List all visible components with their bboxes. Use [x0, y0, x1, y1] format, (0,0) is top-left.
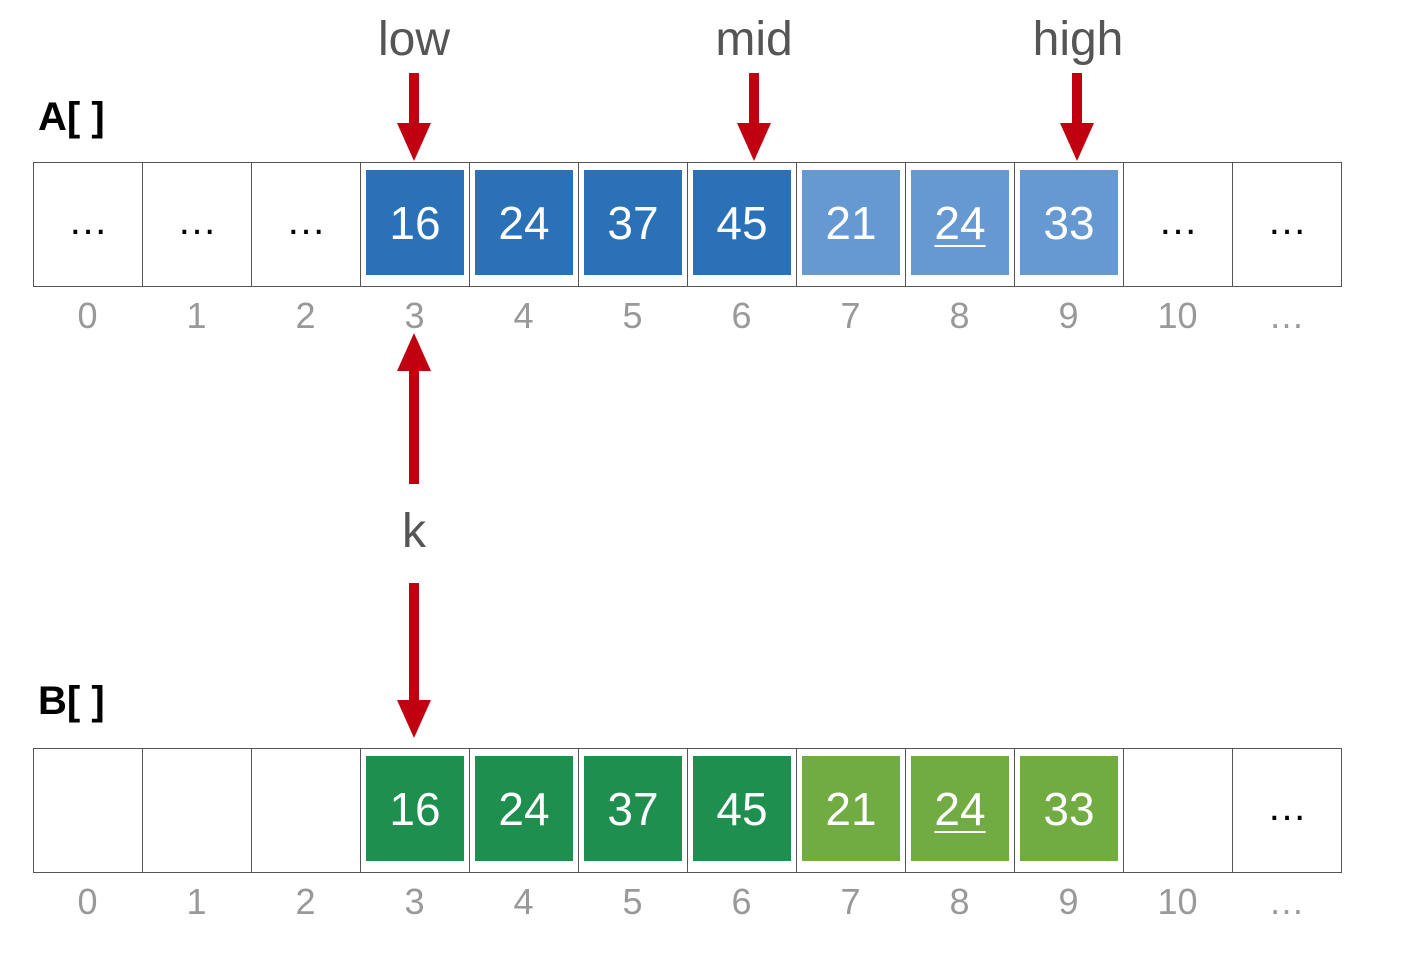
array-b-cell-value: 16	[389, 782, 441, 835]
array-a-index-label: 4	[513, 295, 534, 336]
array-a-cell-fill: 45	[693, 170, 791, 275]
array-a-cell-value: 16	[389, 196, 441, 249]
array-a-cell: 21	[797, 163, 906, 286]
array-a-index-label: 0	[77, 295, 98, 336]
k-up-arrow-icon	[397, 333, 431, 484]
array-a-cell: 16	[361, 163, 470, 286]
array-a-cell: 37	[579, 163, 688, 286]
array-b-cell: 21	[797, 749, 906, 872]
array-b-index-label: 7	[840, 881, 861, 922]
array-b-cell	[34, 749, 143, 872]
array-a-cell: 45	[688, 163, 797, 286]
array-a-cell: …	[143, 163, 252, 286]
array-a-cell-value: 33	[1043, 196, 1095, 249]
array-a-cell-value: 21	[825, 196, 877, 249]
array-a-cell-fill: 24	[911, 170, 1009, 275]
array-b-cell: 45	[688, 749, 797, 872]
array-b-cell-value: 21	[825, 782, 877, 835]
array-a-cell-value: 24	[934, 196, 986, 249]
array-b-indices: 0 1 2 3 4 5 6 7 8 9 10 …	[33, 884, 1341, 920]
array-a-cell-value: …	[177, 199, 217, 243]
array-b-index-label: 10	[1157, 881, 1198, 922]
array-b-cell: 16	[361, 749, 470, 872]
array-b-cell-value: 24	[934, 782, 986, 835]
array-a-index-label: 10	[1157, 295, 1198, 336]
array-b-cell-fill: 33	[1020, 756, 1118, 861]
array-b-cell-fill: 24	[475, 756, 573, 861]
k-pointer-label: k	[402, 505, 426, 558]
array-a-cell-value: 24	[498, 196, 550, 249]
k-down-arrow-icon	[397, 583, 431, 738]
array-a-cell-value: …	[286, 199, 326, 243]
array-a-cell-fill: 21	[802, 170, 900, 275]
array-a-cell-fill: 37	[584, 170, 682, 275]
array-a-index-label: 6	[731, 295, 752, 336]
array-a-cell: …	[34, 163, 143, 286]
array-a-cell-value: …	[1158, 199, 1198, 243]
array-a-index-label: 5	[622, 295, 643, 336]
array-b-index-label: 9	[1058, 881, 1079, 922]
array-a-index-label: 9	[1058, 295, 1079, 336]
array-b-cell: 33	[1015, 749, 1124, 872]
mid-pointer-label: mid	[715, 13, 793, 66]
array-a-cell-value: …	[68, 199, 108, 243]
array-a-cell: 33	[1015, 163, 1124, 286]
array-a-row: … … … 16 24 37 45 21 24 33 … …	[33, 162, 1342, 287]
array-b-cell: 24	[906, 749, 1015, 872]
array-b-cell-fill: 21	[802, 756, 900, 861]
array-b-cell-value: 33	[1043, 782, 1095, 835]
array-a-cell: …	[252, 163, 361, 286]
array-a-cell: …	[1233, 163, 1342, 286]
array-b-index-label: 4	[513, 881, 534, 922]
array-b-index-label: 1	[186, 881, 207, 922]
array-b-cell-value: 24	[498, 782, 550, 835]
array-b-row: 16 24 37 45 21 24 33 …	[33, 748, 1342, 873]
array-b-cell-fill: 16	[366, 756, 464, 861]
array-b-cell: 24	[470, 749, 579, 872]
high-arrow-icon	[1060, 73, 1094, 161]
array-a-cell: …	[1124, 163, 1233, 286]
array-a-index-label: 1	[186, 295, 207, 336]
array-b-cell-fill: 24	[911, 756, 1009, 861]
array-b-index-label: 8	[949, 881, 970, 922]
array-a-index-label: 3	[404, 295, 425, 336]
array-b-cell-fill: 45	[693, 756, 791, 861]
array-b-index-label: 6	[731, 881, 752, 922]
array-a-index-label: 2	[295, 295, 316, 336]
array-b-cell-value: …	[1267, 785, 1307, 829]
array-a-label: A[ ]	[38, 95, 105, 139]
array-b-cell	[143, 749, 252, 872]
array-a-cell-fill: 24	[475, 170, 573, 275]
array-a-cell-value: 37	[607, 196, 659, 249]
array-a-indices: 0 1 2 3 4 5 6 7 8 9 10 …	[33, 298, 1341, 334]
array-b-index-label: 3	[404, 881, 425, 922]
array-b-cell: …	[1233, 749, 1342, 872]
low-arrow-icon	[397, 73, 431, 161]
array-a-index-label: 7	[840, 295, 861, 336]
array-a-index-label: …	[1268, 295, 1305, 336]
mid-arrow-icon	[737, 73, 771, 161]
array-b-index-label: …	[1268, 881, 1305, 922]
array-a-cell-value: 45	[716, 196, 768, 249]
array-b-cell-value: 37	[607, 782, 659, 835]
array-b-index-label: 0	[77, 881, 98, 922]
array-a-cell: 24	[906, 163, 1015, 286]
array-b-cell	[252, 749, 361, 872]
high-pointer-label: high	[1032, 13, 1124, 66]
array-b-index-label: 5	[622, 881, 643, 922]
array-b-index-label: 2	[295, 881, 316, 922]
array-b-cell	[1124, 749, 1233, 872]
array-a-cell-fill: 33	[1020, 170, 1118, 275]
array-a-index-label: 8	[949, 295, 970, 336]
array-b-cell-fill: 37	[584, 756, 682, 861]
array-a-cell: 24	[470, 163, 579, 286]
array-a-cell-value: …	[1267, 199, 1307, 243]
low-pointer-label: low	[377, 13, 451, 66]
array-b-label: B[ ]	[38, 679, 105, 723]
array-b-cell: 37	[579, 749, 688, 872]
array-a-cell-fill: 16	[366, 170, 464, 275]
array-b-cell-value: 45	[716, 782, 768, 835]
